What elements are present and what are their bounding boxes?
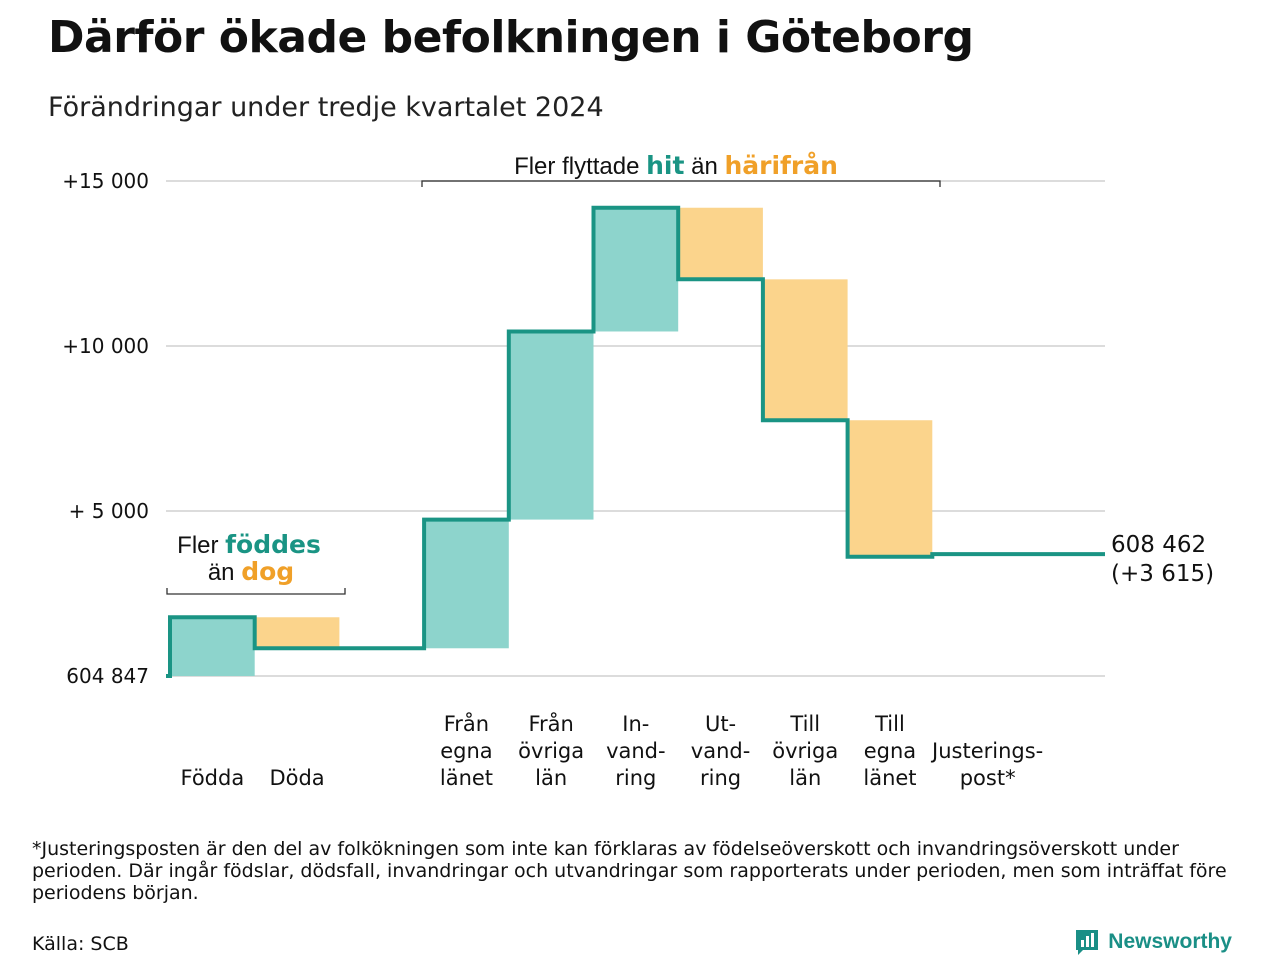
category-label: län — [789, 766, 821, 790]
category-label: Till — [874, 712, 905, 736]
births-annotation-prefix: Fler — [177, 532, 225, 559]
category-label: ring — [615, 766, 656, 790]
newsworthy-logo-icon — [1076, 930, 1099, 955]
category-label: Ut- — [705, 712, 736, 736]
y-tick-label: +15 000 — [62, 169, 149, 193]
births-bracket — [166, 588, 346, 595]
end-value-text: (+3 615) — [1111, 561, 1214, 587]
category-label: egna — [440, 739, 492, 763]
category-label: länet — [863, 766, 916, 790]
source-label: Källa: SCB — [32, 933, 129, 955]
waterfall-chart: 604 847 + 5 000 +10 000 +15 000 Födda Döda Fr… — [62, 151, 1214, 790]
chart-title: Därför ökade befolkningen i Göteborg — [48, 12, 974, 63]
category-label: In- — [622, 712, 649, 736]
migration-annotation: Fler flyttade hit än härifrån — [514, 151, 838, 180]
births-out-word: dog — [241, 557, 294, 586]
waterfall-bar — [254, 617, 340, 649]
category-label: post* — [960, 766, 1016, 790]
category-label: Döda — [269, 766, 324, 790]
category-label: län — [535, 766, 567, 790]
chart-subtitle: Förändringar under tredje kvartalet 2024 — [48, 92, 604, 123]
end-value-label: 608 462 (+3 615) — [1111, 532, 1214, 587]
migration-bracket — [421, 180, 941, 187]
category-labels: Födda Döda Från egna länet Från övriga län In-va… — [180, 711, 1043, 790]
waterfall-bar — [847, 420, 933, 557]
category-label: vand- — [606, 739, 666, 763]
y-axis-ticks: 604 847 + 5 000 +10 000 +15 000 — [62, 169, 149, 688]
migration-out-word: härifrån — [724, 151, 837, 180]
y-tick-label: + 5 000 — [69, 499, 149, 523]
y-tick-label: 604 847 — [66, 664, 149, 688]
category-label: vand- — [691, 739, 751, 763]
waterfall-bar — [762, 279, 848, 421]
end-value-text: 608 462 — [1111, 532, 1206, 558]
cumulative-step-line — [166, 205, 1105, 678]
y-tick-label: +10 000 — [62, 334, 149, 358]
footnote: *Justeringsposten är den del av folkökni… — [32, 838, 1227, 904]
category-label: övriga — [772, 739, 838, 763]
migration-mid: än — [684, 153, 724, 180]
births-annotation-mid: än — [208, 559, 241, 586]
migration-in-word: hit — [646, 151, 684, 180]
births-in-word: föddes — [225, 530, 321, 559]
waterfall-bar — [170, 617, 255, 676]
brand-name: Newsworthy — [1108, 930, 1232, 953]
category-label: Till — [789, 712, 820, 736]
category-label: ring — [700, 766, 741, 790]
category-label: Från — [528, 711, 573, 736]
migration-prefix: Fler flyttade — [514, 153, 646, 180]
category-label: egna — [864, 739, 916, 763]
waterfall-bars — [170, 207, 933, 676]
births-annotation-line1: Fler föddes — [177, 530, 321, 559]
births-annotation-line2: än dog — [208, 557, 294, 586]
waterfall-bar — [678, 207, 763, 280]
brand[interactable]: Newsworthy — [1074, 928, 1232, 956]
category-label: Födda — [180, 766, 244, 790]
category-label: övriga — [518, 739, 584, 763]
category-label: Från — [444, 711, 489, 736]
category-label: länet — [440, 766, 493, 790]
waterfall-bar — [424, 519, 509, 649]
waterfall-bar — [508, 331, 594, 520]
category-label: Justerings- — [930, 739, 1043, 763]
waterfall-bar — [593, 207, 679, 332]
